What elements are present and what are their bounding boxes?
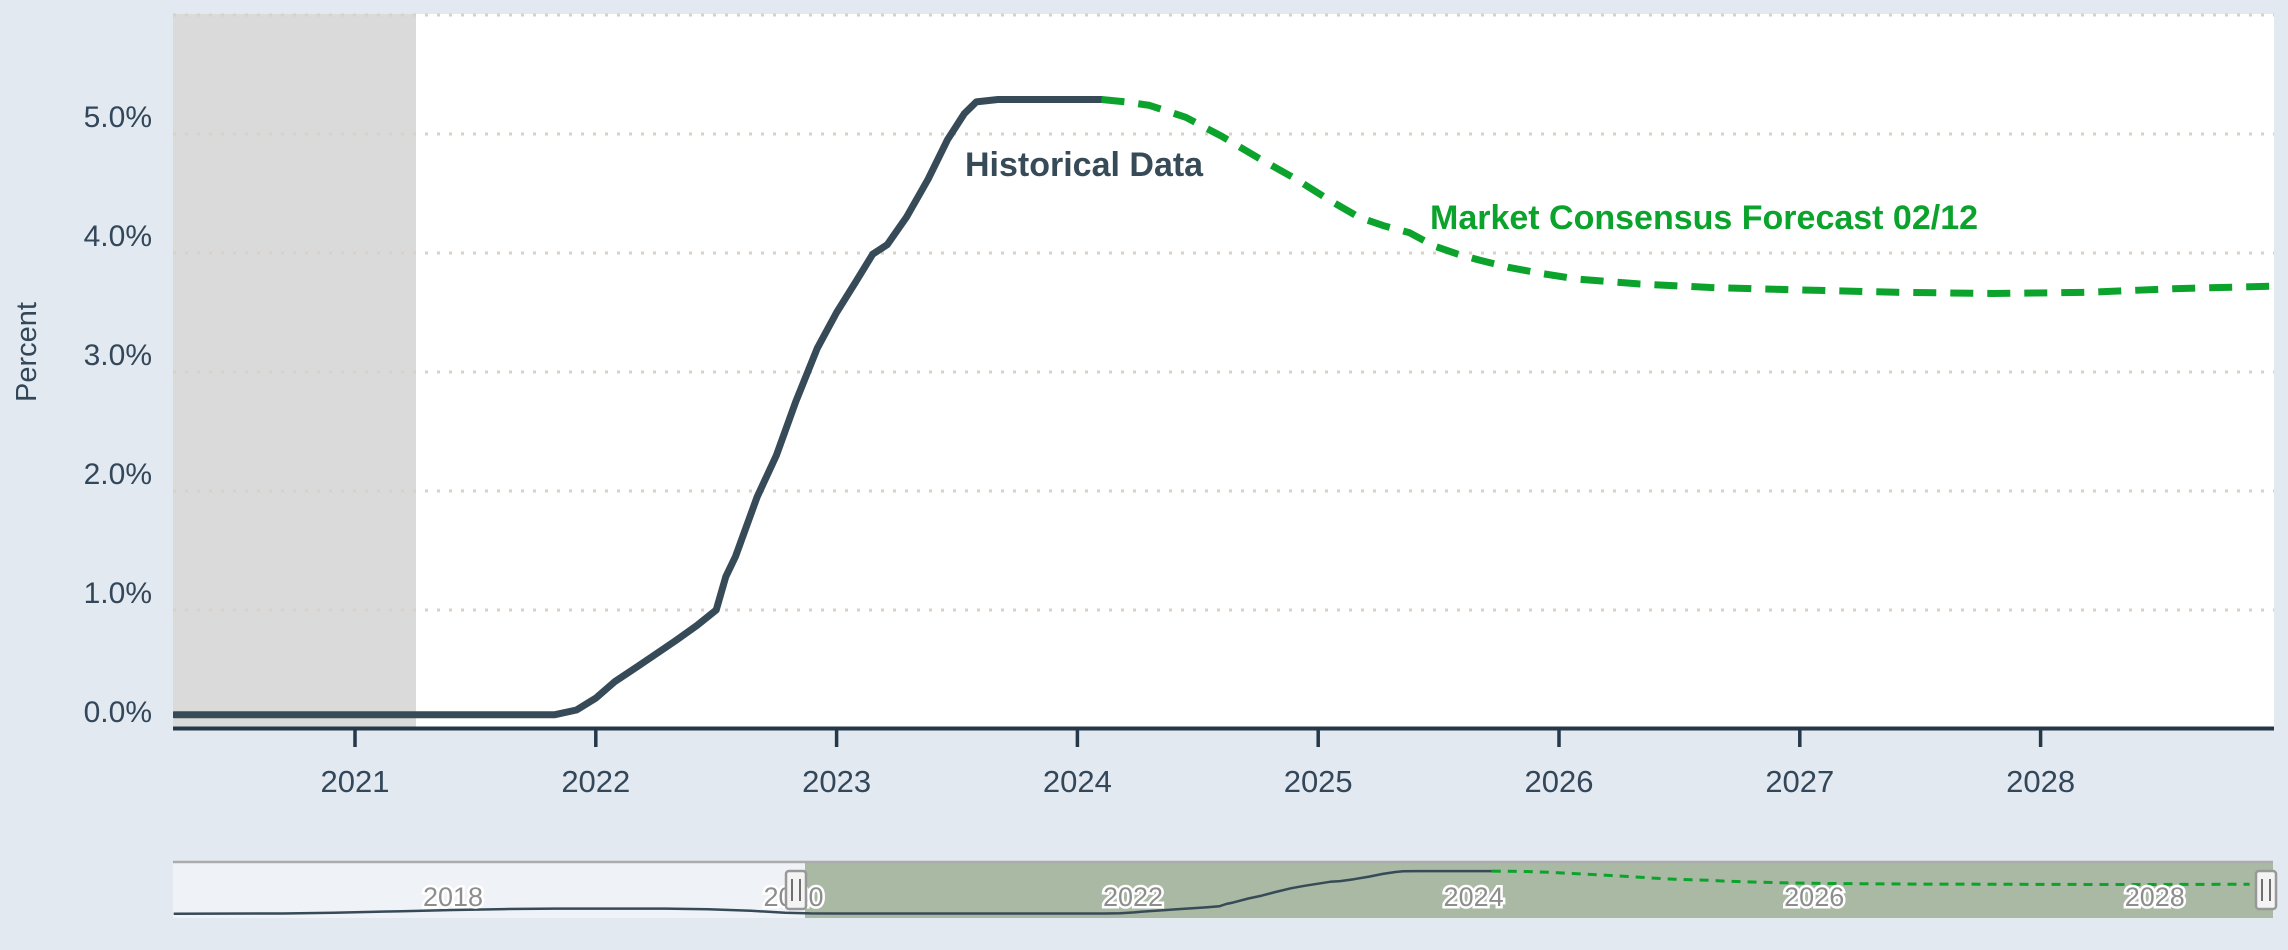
nav-label-2028: 2028 xyxy=(2125,882,2185,912)
x-axis-ticks xyxy=(353,730,2043,747)
navigator-history-line xyxy=(173,869,1492,915)
y-tick-4: 4.0% xyxy=(84,220,152,253)
gridlines xyxy=(173,13,2274,612)
y-tick-5: 5.0% xyxy=(84,101,152,134)
nav-label-2026: 2026 xyxy=(1784,882,1844,912)
navigator-selected-mask[interactable] xyxy=(805,862,2273,918)
plot-area[interactable] xyxy=(173,14,2274,728)
x-tick-2021: 2021 xyxy=(321,764,390,799)
y-tick-2: 2.0% xyxy=(84,458,152,491)
x-tick-2023: 2023 xyxy=(802,764,871,799)
y-tick-3: 3.0% xyxy=(84,339,152,372)
historical-series-line[interactable] xyxy=(173,96,1105,719)
x-tick-2024: 2024 xyxy=(1043,764,1112,799)
y-axis-labels: 0.0% 1.0% 2.0% 3.0% 4.0% 5.0% Percent xyxy=(11,101,152,729)
x-tick-2025: 2025 xyxy=(1284,764,1353,799)
range-navigator[interactable]: 2018 2020 2022 2024 2026 2028 xyxy=(173,860,2278,918)
y-tick-1: 1.0% xyxy=(84,577,152,610)
nav-label-2024: 2024 xyxy=(1444,882,1504,912)
y-tick-0: 0.0% xyxy=(84,696,152,729)
navigator-right-handle[interactable] xyxy=(2254,869,2278,911)
x-tick-2028: 2028 xyxy=(2006,764,2075,799)
x-tick-2026: 2026 xyxy=(1525,764,1594,799)
navigator-forecast-line xyxy=(1491,869,2250,886)
historical-data-label: Historical Data xyxy=(965,146,1204,184)
x-axis-labels: 2021 2022 2023 2024 2025 2026 2027 2028 xyxy=(321,764,2076,799)
forecast-label: Market Consensus Forecast 02/12 xyxy=(1430,199,1978,237)
forecast-series-line[interactable] xyxy=(1101,96,2270,297)
x-tick-2022: 2022 xyxy=(561,764,630,799)
y-axis-title: Percent xyxy=(11,302,43,402)
nav-label-2018: 2018 xyxy=(423,882,483,912)
nav-label-2022: 2022 xyxy=(1103,882,1163,912)
x-tick-2027: 2027 xyxy=(1765,764,1834,799)
navigator-left-handle[interactable] xyxy=(784,869,808,911)
